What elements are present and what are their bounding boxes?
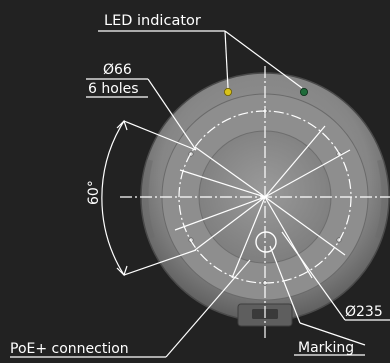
hole-diameter-label: Ø66 [103,62,132,78]
spoke [264,196,313,279]
spoke [264,196,346,256]
spoke [264,125,326,198]
led-leader-right [224,30,303,89]
angle-ext-top [123,120,197,151]
angle-arc [101,120,125,276]
right-rib [375,159,388,239]
angle-label: 60° [86,180,102,205]
poe-leader [165,259,251,358]
spoke [231,196,266,279]
led-yellow-icon [223,88,232,97]
outer-dia-leader [281,231,346,321]
dimension-lines [10,30,390,358]
spoke [264,149,351,198]
marking-underline [299,322,366,346]
hole-leader [147,78,197,151]
angle-arrow-top [116,119,128,131]
left-rib [142,159,155,239]
spoke [194,196,266,251]
led-green-icon [299,88,308,97]
spoke [194,146,266,198]
hole-count-label: 6 holes [88,81,139,97]
led-indicator-label: LED indicator [104,13,201,29]
poe-connection-label: PoE+ connection [10,341,129,357]
marking-leader [269,245,301,324]
outer-diameter-label: Ø235 [345,304,383,320]
angle-ext-bottom [123,249,197,276]
marking-label: Marking [298,340,354,356]
led-leader-left [224,30,229,89]
angle-arrow-bottom [116,265,128,277]
marking-circle [255,231,277,253]
spoke [179,169,266,198]
spoke [174,196,266,231]
